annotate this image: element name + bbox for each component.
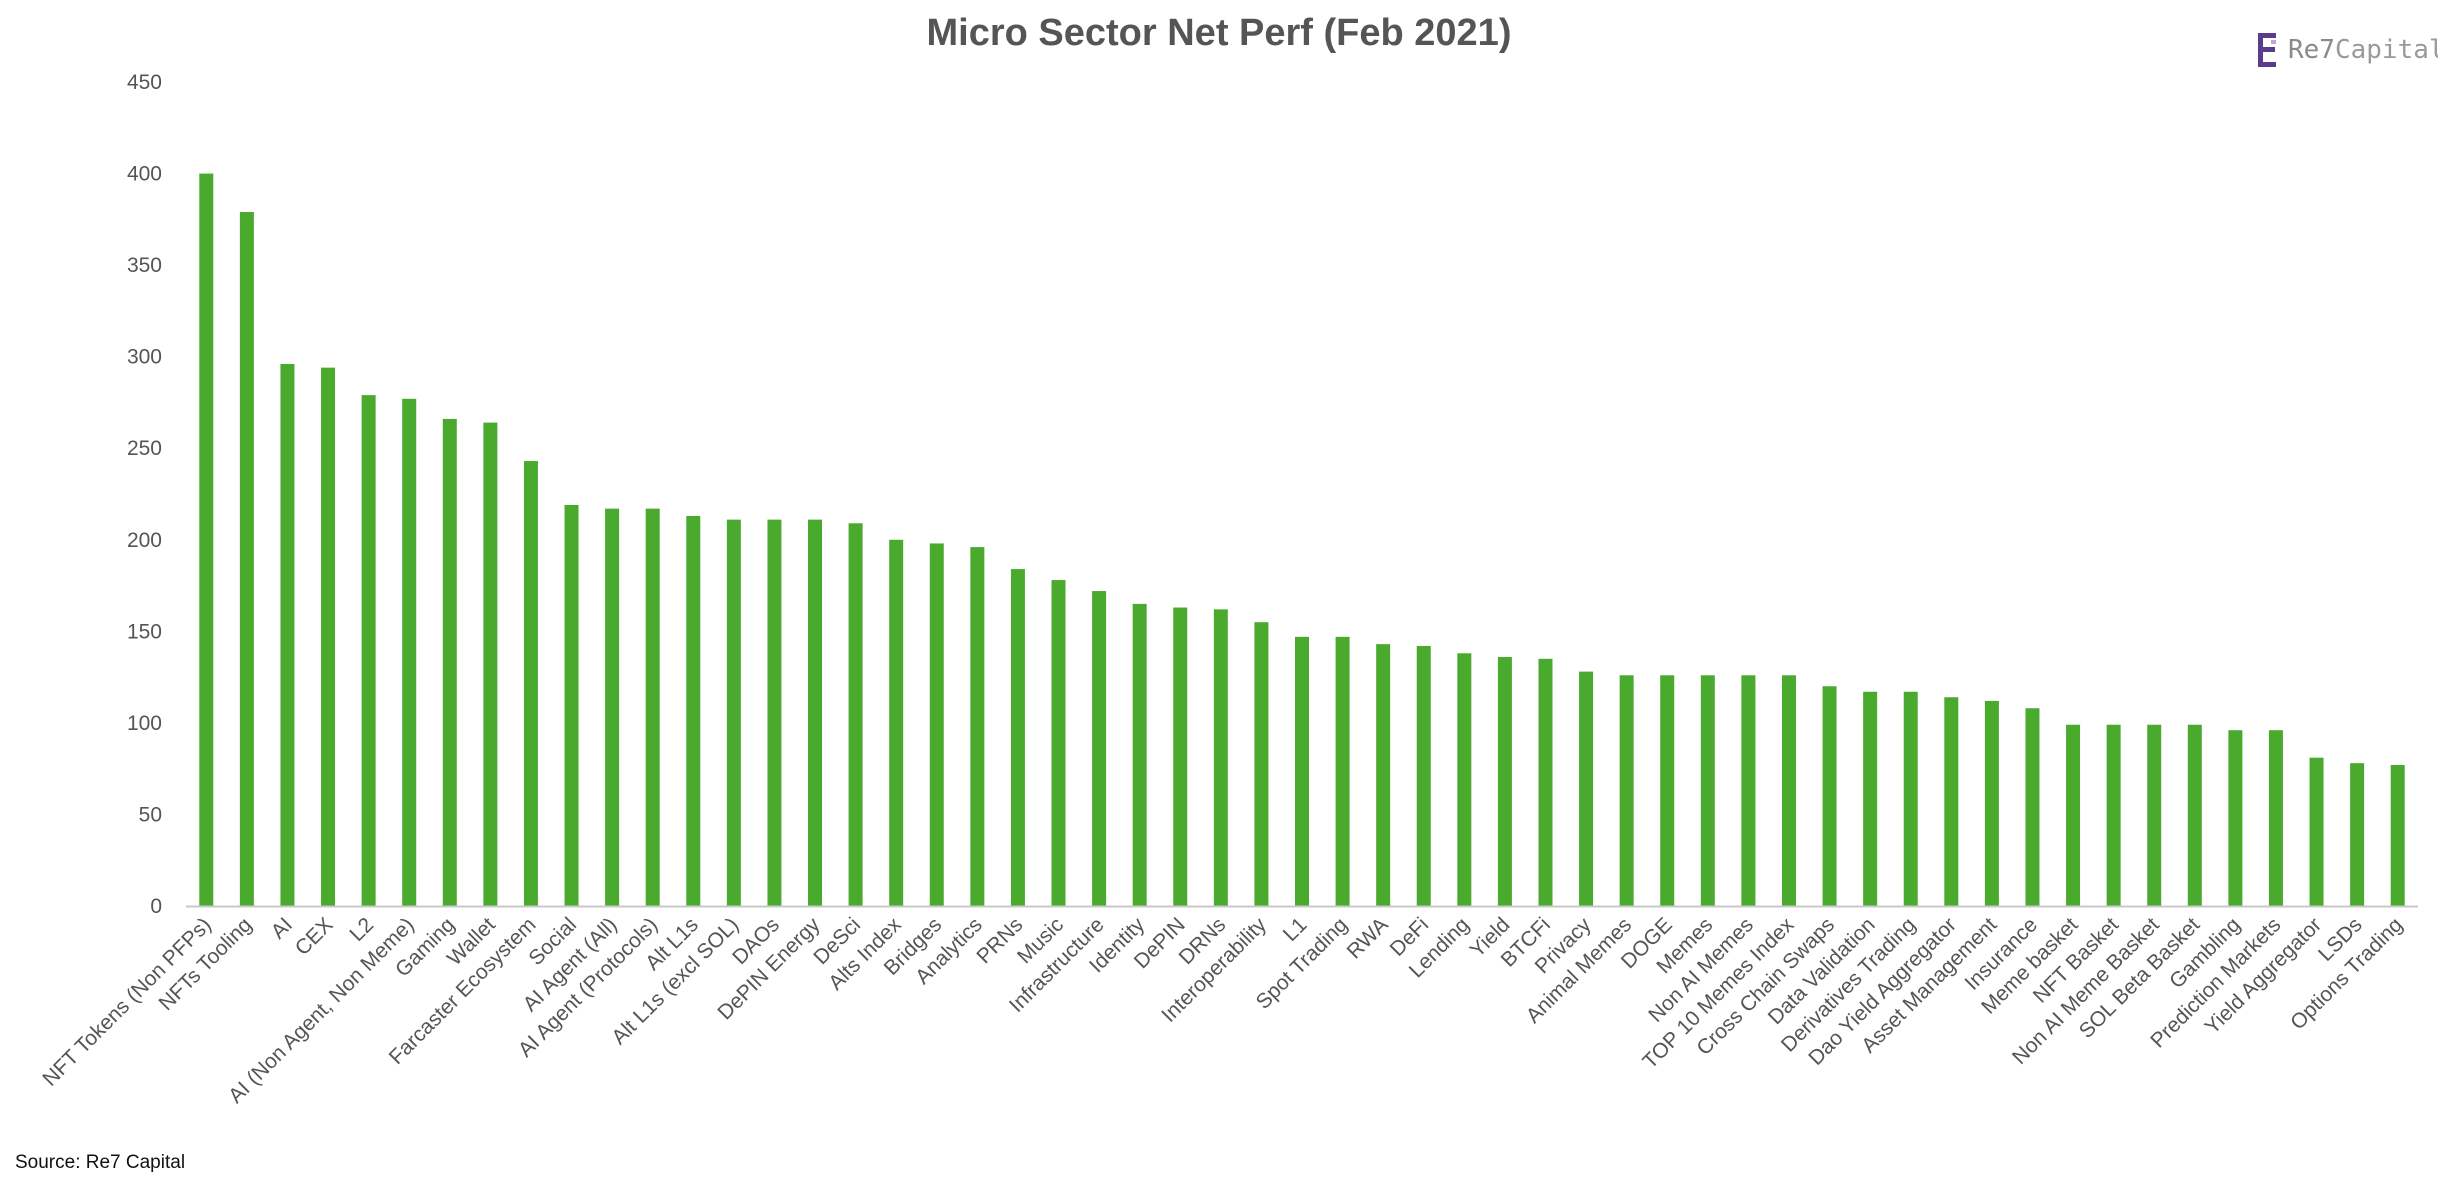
y-tick-label: 100 [127, 712, 162, 735]
bar [808, 519, 823, 906]
bar [1700, 675, 1715, 906]
y-tick-label: 0 [150, 895, 162, 918]
bar [2106, 724, 2121, 906]
bar [1741, 675, 1756, 906]
bar [1092, 591, 1107, 906]
logo-text: Re7Capital [2288, 35, 2438, 65]
y-tick-label: 200 [127, 529, 162, 552]
bar [1457, 653, 1472, 906]
bar [361, 395, 376, 906]
bar [970, 547, 985, 906]
x-category-label: CEX [291, 913, 338, 960]
re7-logo: Re7Capital [2256, 30, 2438, 70]
bar [199, 173, 214, 907]
bar [1822, 686, 1837, 906]
y-axis: 0 50 100 150 200 250 300 350 400 450 [127, 71, 162, 918]
y-tick-label: 50 [139, 803, 162, 826]
logo-brand-prefix: Re7 [2288, 35, 2335, 65]
bar [1863, 691, 1878, 906]
bar [1781, 675, 1796, 906]
bar [1497, 656, 1512, 906]
bar [402, 398, 417, 906]
bar [2390, 765, 2405, 906]
x-category-label: PRNs [972, 913, 1027, 968]
bar [2187, 724, 2202, 906]
bar [1010, 569, 1025, 906]
bar [1335, 636, 1350, 906]
bar [605, 508, 620, 906]
bar [1984, 700, 1999, 906]
bar [1132, 603, 1147, 906]
y-tick-label: 400 [127, 163, 162, 186]
bar [564, 504, 579, 906]
bar [2025, 708, 2040, 906]
bar [2350, 763, 2365, 906]
bar [1579, 671, 1594, 906]
bar [929, 543, 944, 906]
bar [2268, 730, 2283, 906]
y-tick-label: 250 [127, 437, 162, 460]
bar [767, 519, 782, 906]
bars [199, 173, 2405, 907]
y-tick-label: 300 [127, 346, 162, 369]
bar [645, 508, 660, 906]
x-category-label: RWA [1343, 913, 1393, 963]
chart-title: Micro Sector Net Perf (Feb 2021) [926, 12, 1512, 54]
y-tick-label: 150 [127, 620, 162, 643]
bar [726, 519, 741, 906]
bar [1619, 675, 1634, 906]
bar [2147, 724, 2162, 906]
bar [1944, 697, 1959, 906]
bar [280, 363, 295, 907]
y-tick-label: 350 [127, 254, 162, 277]
bar [1173, 607, 1188, 906]
bar [2228, 730, 2243, 906]
x-category-label: AI [267, 913, 297, 943]
bar [889, 539, 904, 906]
bar [1538, 658, 1553, 906]
bar [1416, 645, 1431, 906]
bar [523, 461, 538, 906]
bar [2066, 724, 2081, 906]
bar [1376, 644, 1391, 906]
bar [483, 422, 498, 906]
bar [1660, 675, 1675, 906]
x-category-label: NFT Tokens (Non PFPs) [38, 913, 215, 1090]
logo-brand-suffix: Capital [2334, 35, 2438, 65]
bar [686, 515, 701, 906]
bar [442, 418, 457, 906]
bar [239, 212, 254, 906]
re7-logo-icon [2258, 33, 2276, 67]
bar [321, 367, 336, 906]
bar [1903, 691, 1918, 906]
bar [2309, 757, 2324, 906]
bar [1295, 636, 1309, 906]
bar [1213, 609, 1228, 906]
bar [1051, 580, 1066, 906]
y-tick-label: 450 [127, 71, 162, 94]
bar [1254, 622, 1269, 906]
source-note: Source: Re7 Capital [15, 1152, 186, 1173]
bar [848, 523, 863, 906]
